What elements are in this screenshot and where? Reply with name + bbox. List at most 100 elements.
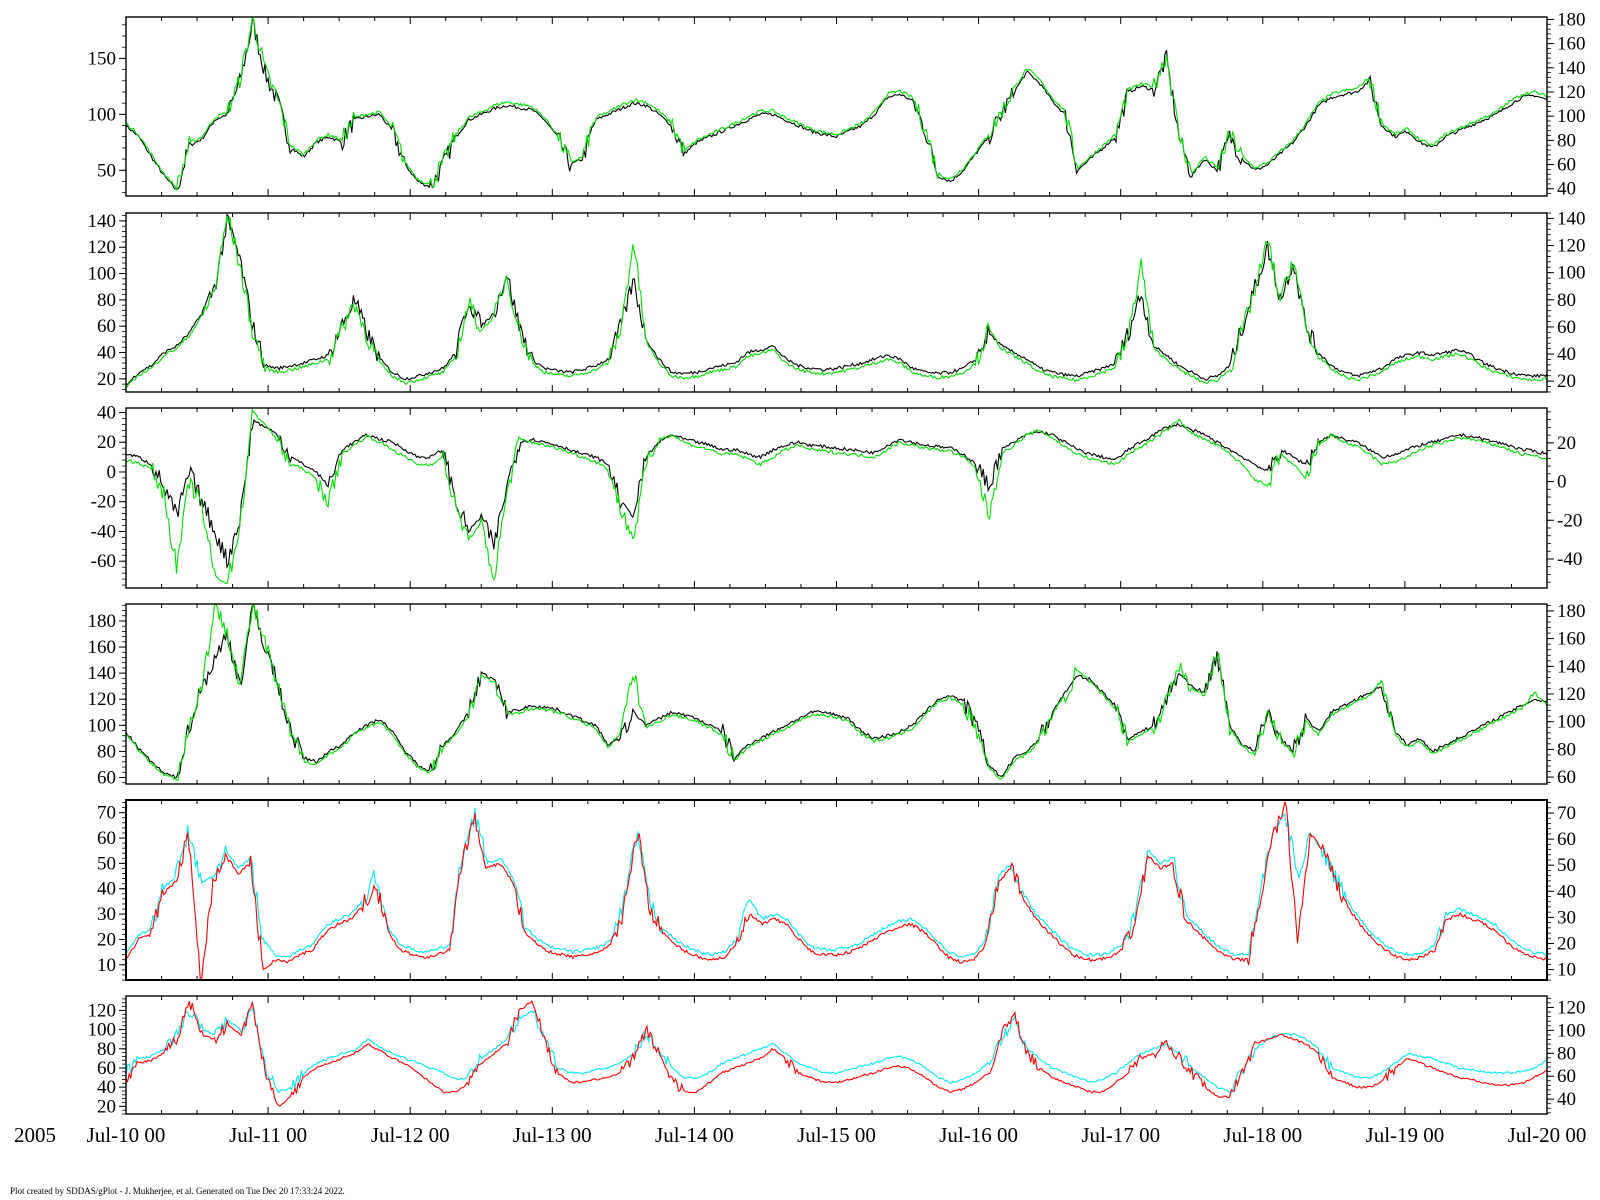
left-y-tick-label: 100 (88, 715, 117, 736)
x-tick-label: Jul-12 00 (371, 1123, 450, 1147)
left-y-tick-label: 120 (88, 237, 117, 258)
panel-2: 20 40 60 80 100 120 140 20 40 60 80 100 120 140 (88, 208, 1586, 393)
right-y-tick-label: 0 (1557, 472, 1567, 493)
x-tick-label: Jul-15 00 (797, 1123, 876, 1147)
left-y-tick-label: -40 (91, 521, 116, 542)
x-tick-label: Jul-11 00 (229, 1123, 307, 1147)
x-tick-label: Jul-19 00 (1366, 1123, 1445, 1147)
left-y-tick-label: -60 (91, 551, 116, 572)
panel-6-series-2-line (126, 1000, 1547, 1107)
left-y-tick-label: 70 (97, 803, 116, 824)
right-y-tick-label: 40 (1557, 881, 1576, 902)
x-tick-label: Jul-14 00 (655, 1123, 734, 1147)
right-y-tick-label: 100 (1557, 263, 1586, 284)
panel-1-series-1-line (126, 19, 1547, 190)
right-y-tick-label: 10 (1557, 960, 1576, 981)
right-y-tick-label: 30 (1557, 907, 1576, 928)
left-y-tick-label: 20 (97, 432, 116, 453)
left-y-tick-label: -20 (91, 492, 116, 513)
right-y-tick-label: 20 (1557, 433, 1576, 454)
panel-3-series-1-line (126, 418, 1547, 569)
right-y-tick-label: 100 (1557, 712, 1586, 733)
right-y-tick-label: 180 (1557, 9, 1586, 30)
left-y-tick-label: 180 (88, 611, 117, 632)
right-y-tick-label: 60 (1557, 829, 1576, 850)
right-y-tick-label: 20 (1557, 371, 1576, 392)
left-y-tick-label: 50 (97, 853, 116, 874)
left-y-tick-label: 140 (88, 211, 117, 232)
panel-2-series-1-line (126, 213, 1547, 386)
left-y-tick-label: 80 (97, 290, 116, 311)
left-y-tick-label: 60 (97, 316, 116, 337)
right-y-tick-label: 120 (1557, 997, 1586, 1018)
left-y-tick-label: 60 (97, 1058, 116, 1079)
x-tick-label: Jul-13 00 (513, 1123, 592, 1147)
left-y-tick-label: 40 (97, 879, 116, 900)
x-tick-label: Jul-20 00 (1508, 1123, 1587, 1147)
right-y-tick-label: 60 (1557, 767, 1576, 788)
right-y-tick-label: 80 (1557, 130, 1576, 151)
left-y-tick-label: 50 (97, 160, 116, 181)
panel-5: 10 20 30 40 50 60 70 10 20 30 40 50 60 70 (97, 799, 1576, 981)
panel-2-frame (125, 212, 1548, 393)
panel-3-series-2-line (126, 408, 1547, 585)
panel-1-frame (125, 16, 1548, 197)
left-y-tick-label: 60 (97, 767, 116, 788)
left-y-tick-label: 40 (97, 1077, 116, 1098)
panel-1-series-2-line (126, 17, 1547, 192)
right-y-tick-label: 60 (1557, 317, 1576, 338)
x-tick-label: Jul-18 00 (1223, 1123, 1302, 1147)
x-tick-label: Jul-16 00 (939, 1123, 1018, 1147)
right-y-tick-label: 80 (1557, 739, 1576, 760)
left-y-tick-label: 20 (97, 369, 116, 390)
left-y-tick-label: 140 (88, 663, 117, 684)
left-y-tick-label: 40 (97, 343, 116, 364)
panel-4-frame (125, 603, 1548, 785)
panel-3: -60 -40 -20 0 20 40 -40 -20 0 20 (91, 402, 1582, 589)
right-y-tick-label: -40 (1557, 549, 1582, 570)
right-y-tick-label: 60 (1557, 155, 1576, 176)
left-y-tick-label: 20 (97, 1096, 116, 1117)
left-y-tick-label: 30 (97, 904, 116, 925)
left-y-tick-label: 60 (97, 828, 116, 849)
right-y-tick-label: 120 (1557, 684, 1586, 705)
left-y-tick-label: 100 (88, 104, 117, 125)
left-y-tick-label: 80 (97, 741, 116, 762)
x-tick-label: Jul-10 00 (87, 1123, 166, 1147)
right-y-tick-label: 180 (1557, 601, 1586, 622)
right-y-tick-label: 140 (1557, 656, 1586, 677)
panel-5-series-1-line (126, 807, 1547, 958)
left-y-tick-label: 150 (88, 48, 117, 69)
plot-credit-footer: Plot created by SDDAS/gPlot - J. Mukherj… (10, 1186, 345, 1196)
right-y-tick-label: 160 (1557, 629, 1586, 650)
right-y-tick-label: 40 (1557, 344, 1576, 365)
right-y-tick-label: -20 (1557, 510, 1582, 531)
left-y-tick-label: 120 (88, 689, 117, 710)
left-y-tick-label: 0 (107, 462, 117, 483)
panel-4-series-1-line (126, 604, 1547, 779)
year-label: 2005 (14, 1123, 56, 1147)
right-y-tick-label: 120 (1557, 236, 1586, 257)
left-y-tick-label: 40 (97, 402, 116, 423)
left-y-tick-label: 10 (97, 955, 116, 976)
right-y-tick-label: 50 (1557, 855, 1576, 876)
left-y-tick-label: 100 (88, 1020, 117, 1041)
panel-1: 50 100 150 40 60 80 100 120 140 160 180 (88, 9, 1586, 199)
x-tick-label: Jul-17 00 (1081, 1123, 1160, 1147)
panel-4: 60 80 100 120 140 160 180 60 80 100 120 140 160 180 (88, 601, 1586, 789)
right-y-tick-label: 140 (1557, 58, 1586, 79)
right-y-tick-label: 120 (1557, 82, 1586, 103)
right-y-tick-label: 60 (1557, 1066, 1576, 1087)
right-y-tick-label: 40 (1557, 179, 1576, 200)
left-y-tick-label: 160 (88, 637, 117, 658)
panel-2-series-2-line (126, 215, 1547, 389)
panel-5-series-2-line (126, 801, 1547, 980)
right-y-tick-label: 80 (1557, 1043, 1576, 1064)
panel-4-series-2-line (126, 604, 1547, 781)
right-y-tick-label: 80 (1557, 290, 1576, 311)
right-y-tick-label: 160 (1557, 34, 1586, 55)
panel-5-frame (125, 799, 1548, 981)
right-y-tick-label: 20 (1557, 933, 1576, 954)
